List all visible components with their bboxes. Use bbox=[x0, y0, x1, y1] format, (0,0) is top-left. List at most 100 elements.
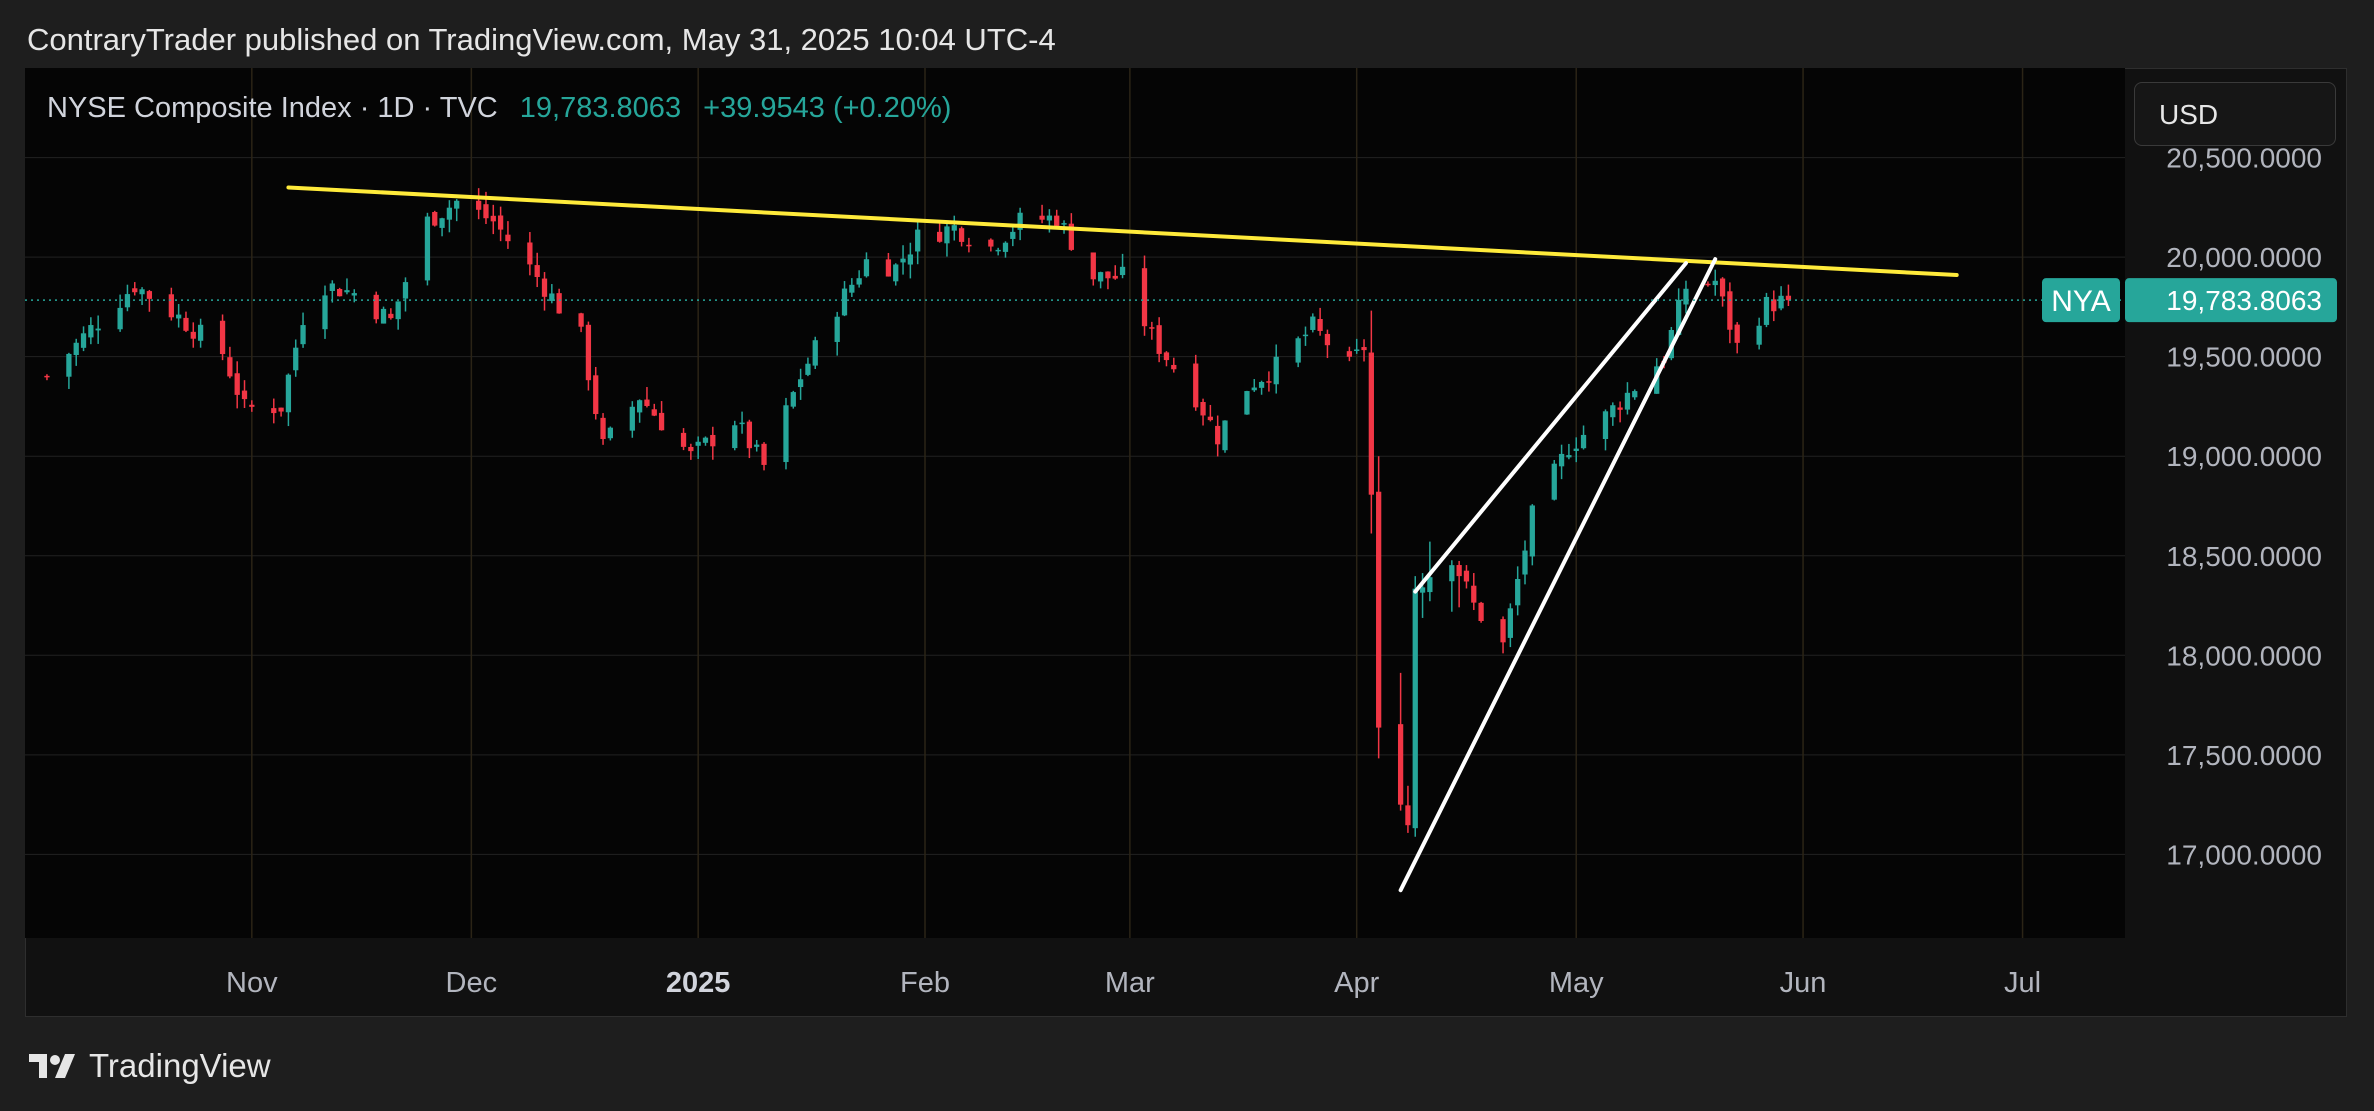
candle-up bbox=[1017, 212, 1023, 230]
candle-down bbox=[183, 317, 189, 331]
candle-up bbox=[80, 333, 87, 348]
last-price-marker: NYA 19,783.8063 bbox=[25, 278, 2337, 323]
time-tick-label: Nov bbox=[226, 967, 278, 999]
candle-down bbox=[132, 288, 138, 293]
candle-up bbox=[439, 218, 445, 228]
candle-down bbox=[1617, 407, 1623, 410]
candle-down bbox=[1193, 363, 1199, 408]
candle-up bbox=[1354, 349, 1360, 351]
candle-down bbox=[497, 215, 504, 230]
candle-up bbox=[637, 400, 643, 413]
candle-up bbox=[402, 282, 409, 299]
candle-down bbox=[373, 294, 379, 320]
candle-up bbox=[1624, 392, 1631, 410]
price-tick-label: 20,500.0000 bbox=[2166, 143, 2322, 174]
candle-up bbox=[1763, 296, 1770, 325]
wedge-upper-line bbox=[1413, 261, 1688, 594]
candle-down bbox=[1039, 215, 1045, 220]
candle-down bbox=[1376, 491, 1382, 728]
candle-up bbox=[285, 374, 292, 413]
candle-up bbox=[805, 363, 811, 375]
candle-down bbox=[527, 242, 533, 265]
candle-up bbox=[139, 289, 145, 295]
candle-up bbox=[907, 254, 913, 265]
candle-down bbox=[234, 373, 240, 395]
candle-down bbox=[658, 412, 665, 431]
candle-down bbox=[227, 357, 233, 377]
candle-up bbox=[1507, 608, 1513, 638]
candle-down bbox=[44, 375, 50, 378]
candle-up bbox=[1258, 381, 1265, 388]
candle-down bbox=[1478, 602, 1484, 622]
candle-up bbox=[1515, 578, 1521, 606]
time-axis: Nov Dec 2025 Feb Mar Apr May Jun Jul bbox=[226, 967, 2041, 999]
price-tick-label: 19,000.0000 bbox=[2166, 441, 2322, 472]
time-tick-label: Apr bbox=[1334, 967, 1379, 999]
legend-change: +39.9543 (+0.20%) bbox=[703, 92, 952, 124]
candle-up bbox=[1302, 334, 1309, 337]
candle-down bbox=[1054, 215, 1060, 226]
ticker-tag bbox=[2042, 278, 2120, 323]
candle-down bbox=[1105, 271, 1111, 279]
publisher-caption: ContraryTrader published on TradingView.… bbox=[27, 22, 1056, 57]
candle-down bbox=[1324, 333, 1331, 346]
candle-down bbox=[1112, 275, 1118, 279]
candle-down bbox=[388, 313, 394, 319]
candle-up bbox=[790, 392, 796, 407]
candle-down bbox=[937, 231, 943, 242]
candle-down bbox=[271, 408, 277, 414]
tradingview-logo-icon bbox=[29, 1054, 75, 1078]
candle-down bbox=[1266, 381, 1272, 383]
time-tick-label: Feb bbox=[900, 967, 950, 999]
candle-down bbox=[1405, 805, 1411, 826]
candle-up bbox=[900, 258, 906, 263]
candle-down bbox=[146, 291, 153, 299]
candle-down bbox=[505, 234, 511, 242]
candle-up bbox=[1676, 299, 1682, 335]
candle-up bbox=[1683, 288, 1689, 305]
candle-down bbox=[190, 331, 196, 339]
tradingview-logo[interactable]: TradingView bbox=[27, 1040, 271, 1092]
candle-down bbox=[1215, 425, 1221, 445]
price-chart[interactable]: 17,000.0000 17,500.0000 18,000.0000 18,500.… bbox=[25, 68, 2347, 1017]
candle-down bbox=[710, 434, 716, 447]
candle-up bbox=[344, 290, 350, 293]
candle-down bbox=[168, 294, 174, 318]
time-tick-label: Dec bbox=[446, 967, 498, 999]
candle-down bbox=[476, 200, 482, 210]
candle-down bbox=[988, 239, 994, 247]
time-tick-label: Jul bbox=[2004, 967, 2041, 999]
legend-price: 19,783.8063 bbox=[519, 92, 682, 124]
currency-button[interactable]: USD bbox=[2134, 82, 2336, 146]
candle-down bbox=[578, 313, 584, 327]
candle-down bbox=[241, 390, 248, 400]
candle-up bbox=[1632, 391, 1638, 398]
candle-up bbox=[863, 259, 870, 277]
time-tick-label: May bbox=[1549, 967, 1604, 999]
candle-up bbox=[424, 216, 431, 281]
candle-up bbox=[1244, 391, 1250, 415]
candle-up bbox=[1558, 453, 1565, 467]
candle-down bbox=[593, 375, 599, 415]
candle-down bbox=[1090, 252, 1096, 280]
candle-down bbox=[958, 228, 965, 242]
candle-up bbox=[1427, 577, 1433, 593]
candle-up bbox=[293, 347, 299, 371]
candle-up bbox=[66, 353, 72, 377]
candle-down bbox=[1456, 565, 1462, 577]
candle-down bbox=[337, 289, 343, 297]
candle-down bbox=[1397, 724, 1404, 805]
candle-up bbox=[1712, 280, 1718, 286]
candle-up bbox=[1010, 231, 1016, 239]
candle-up bbox=[995, 249, 1001, 252]
price-tick-label: 17,000.0000 bbox=[2166, 839, 2322, 870]
candle-down bbox=[490, 215, 496, 222]
candle-down bbox=[534, 265, 540, 277]
candle-up bbox=[1602, 411, 1609, 440]
candle-down bbox=[651, 409, 657, 416]
candle-down bbox=[556, 293, 562, 314]
candle-down bbox=[432, 211, 438, 226]
candle-up bbox=[1551, 463, 1557, 500]
candle-down bbox=[688, 446, 694, 452]
candle-down bbox=[249, 404, 255, 407]
